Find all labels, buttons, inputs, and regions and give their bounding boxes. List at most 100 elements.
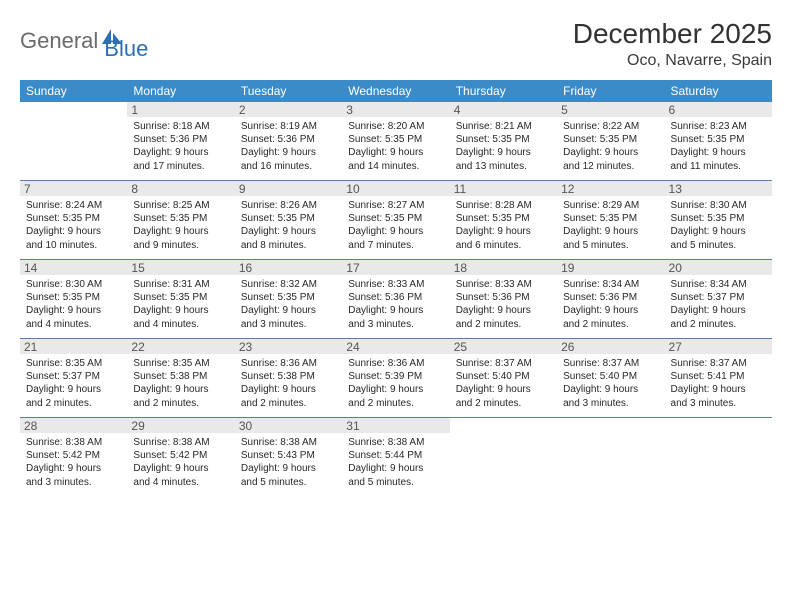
- daylight-text: Daylight: 9 hours: [348, 304, 445, 317]
- weekday-header: Sunday: [20, 80, 127, 102]
- day-cell: 24Sunrise: 8:36 AMSunset: 5:39 PMDayligh…: [342, 339, 449, 417]
- day-cell: 17Sunrise: 8:33 AMSunset: 5:36 PMDayligh…: [342, 260, 449, 338]
- location-subtitle: Oco, Navarre, Spain: [573, 52, 772, 70]
- day-cell: 8Sunrise: 8:25 AMSunset: 5:35 PMDaylight…: [127, 181, 234, 259]
- daylight-text: and 17 minutes.: [133, 160, 230, 173]
- sunrise-text: Sunrise: 8:38 AM: [348, 436, 445, 449]
- sunrise-text: Sunrise: 8:19 AM: [241, 120, 338, 133]
- sunset-text: Sunset: 5:41 PM: [671, 370, 768, 383]
- sunset-text: Sunset: 5:40 PM: [563, 370, 660, 383]
- sunset-text: Sunset: 5:35 PM: [348, 212, 445, 225]
- daylight-text: Daylight: 9 hours: [563, 225, 660, 238]
- day-cell: 4Sunrise: 8:21 AMSunset: 5:35 PMDaylight…: [450, 102, 557, 180]
- day-number: 23: [235, 339, 342, 354]
- day-number: 27: [665, 339, 772, 354]
- day-number: 15: [127, 260, 234, 275]
- sunset-text: Sunset: 5:39 PM: [348, 370, 445, 383]
- day-number: 26: [557, 339, 664, 354]
- daylight-text: Daylight: 9 hours: [456, 146, 553, 159]
- weekday-header: Friday: [557, 80, 664, 102]
- daylight-text: Daylight: 9 hours: [563, 146, 660, 159]
- day-cell: 25Sunrise: 8:37 AMSunset: 5:40 PMDayligh…: [450, 339, 557, 417]
- sunrise-text: Sunrise: 8:23 AM: [671, 120, 768, 133]
- daylight-text: and 4 minutes.: [26, 318, 123, 331]
- day-cell: [20, 102, 127, 180]
- daylight-text: and 2 minutes.: [456, 318, 553, 331]
- daylight-text: and 11 minutes.: [671, 160, 768, 173]
- weekday-header: Saturday: [665, 80, 772, 102]
- sunrise-text: Sunrise: 8:30 AM: [26, 278, 123, 291]
- sunrise-text: Sunrise: 8:28 AM: [456, 199, 553, 212]
- sunset-text: Sunset: 5:37 PM: [26, 370, 123, 383]
- daylight-text: and 2 minutes.: [563, 318, 660, 331]
- sunset-text: Sunset: 5:40 PM: [456, 370, 553, 383]
- day-cell: 10Sunrise: 8:27 AMSunset: 5:35 PMDayligh…: [342, 181, 449, 259]
- week-row: 1Sunrise: 8:18 AMSunset: 5:36 PMDaylight…: [20, 102, 772, 181]
- sunset-text: Sunset: 5:38 PM: [133, 370, 230, 383]
- daylight-text: Daylight: 9 hours: [241, 146, 338, 159]
- sunrise-text: Sunrise: 8:20 AM: [348, 120, 445, 133]
- sunrise-text: Sunrise: 8:35 AM: [133, 357, 230, 370]
- daylight-text: and 5 minutes.: [348, 476, 445, 489]
- weekday-header: Thursday: [450, 80, 557, 102]
- sunrise-text: Sunrise: 8:37 AM: [456, 357, 553, 370]
- day-cell: 30Sunrise: 8:38 AMSunset: 5:43 PMDayligh…: [235, 418, 342, 496]
- sunset-text: Sunset: 5:42 PM: [133, 449, 230, 462]
- week-row: 14Sunrise: 8:30 AMSunset: 5:35 PMDayligh…: [20, 260, 772, 339]
- day-cell: 7Sunrise: 8:24 AMSunset: 5:35 PMDaylight…: [20, 181, 127, 259]
- daylight-text: Daylight: 9 hours: [348, 146, 445, 159]
- sunset-text: Sunset: 5:36 PM: [241, 133, 338, 146]
- day-number: 4: [450, 102, 557, 117]
- day-cell: 9Sunrise: 8:26 AMSunset: 5:35 PMDaylight…: [235, 181, 342, 259]
- daylight-text: and 2 minutes.: [348, 397, 445, 410]
- sunrise-text: Sunrise: 8:31 AM: [133, 278, 230, 291]
- sunrise-text: Sunrise: 8:37 AM: [671, 357, 768, 370]
- daylight-text: Daylight: 9 hours: [241, 462, 338, 475]
- daylight-text: and 13 minutes.: [456, 160, 553, 173]
- sunrise-text: Sunrise: 8:27 AM: [348, 199, 445, 212]
- brand-part2: Blue: [104, 20, 148, 62]
- day-number: 11: [450, 181, 557, 196]
- daylight-text: Daylight: 9 hours: [348, 383, 445, 396]
- sunset-text: Sunset: 5:35 PM: [133, 212, 230, 225]
- daylight-text: and 2 minutes.: [671, 318, 768, 331]
- day-cell: 15Sunrise: 8:31 AMSunset: 5:35 PMDayligh…: [127, 260, 234, 338]
- day-cell: 1Sunrise: 8:18 AMSunset: 5:36 PMDaylight…: [127, 102, 234, 180]
- sunrise-text: Sunrise: 8:25 AM: [133, 199, 230, 212]
- week-row: 21Sunrise: 8:35 AMSunset: 5:37 PMDayligh…: [20, 339, 772, 418]
- daylight-text: Daylight: 9 hours: [563, 304, 660, 317]
- weekday-header: Tuesday: [235, 80, 342, 102]
- sunset-text: Sunset: 5:35 PM: [26, 212, 123, 225]
- daylight-text: and 2 minutes.: [26, 397, 123, 410]
- day-number: 24: [342, 339, 449, 354]
- day-number: 12: [557, 181, 664, 196]
- daylight-text: and 7 minutes.: [348, 239, 445, 252]
- weekday-header: Wednesday: [342, 80, 449, 102]
- day-number: 19: [557, 260, 664, 275]
- daylight-text: and 12 minutes.: [563, 160, 660, 173]
- daylight-text: Daylight: 9 hours: [26, 304, 123, 317]
- day-number: 20: [665, 260, 772, 275]
- day-cell: 26Sunrise: 8:37 AMSunset: 5:40 PMDayligh…: [557, 339, 664, 417]
- daylight-text: and 3 minutes.: [26, 476, 123, 489]
- day-cell: 12Sunrise: 8:29 AMSunset: 5:35 PMDayligh…: [557, 181, 664, 259]
- daylight-text: and 10 minutes.: [26, 239, 123, 252]
- daylight-text: and 16 minutes.: [241, 160, 338, 173]
- day-number: 8: [127, 181, 234, 196]
- sunset-text: Sunset: 5:43 PM: [241, 449, 338, 462]
- daylight-text: and 4 minutes.: [133, 318, 230, 331]
- day-number: 17: [342, 260, 449, 275]
- daylight-text: Daylight: 9 hours: [241, 225, 338, 238]
- daylight-text: Daylight: 9 hours: [26, 462, 123, 475]
- day-cell: 6Sunrise: 8:23 AMSunset: 5:35 PMDaylight…: [665, 102, 772, 180]
- day-number: 16: [235, 260, 342, 275]
- day-cell: 29Sunrise: 8:38 AMSunset: 5:42 PMDayligh…: [127, 418, 234, 496]
- sunset-text: Sunset: 5:35 PM: [671, 133, 768, 146]
- daylight-text: Daylight: 9 hours: [456, 225, 553, 238]
- sunrise-text: Sunrise: 8:18 AM: [133, 120, 230, 133]
- sunrise-text: Sunrise: 8:37 AM: [563, 357, 660, 370]
- sunrise-text: Sunrise: 8:29 AM: [563, 199, 660, 212]
- day-cell: 19Sunrise: 8:34 AMSunset: 5:36 PMDayligh…: [557, 260, 664, 338]
- day-cell: [557, 418, 664, 496]
- day-number: 14: [20, 260, 127, 275]
